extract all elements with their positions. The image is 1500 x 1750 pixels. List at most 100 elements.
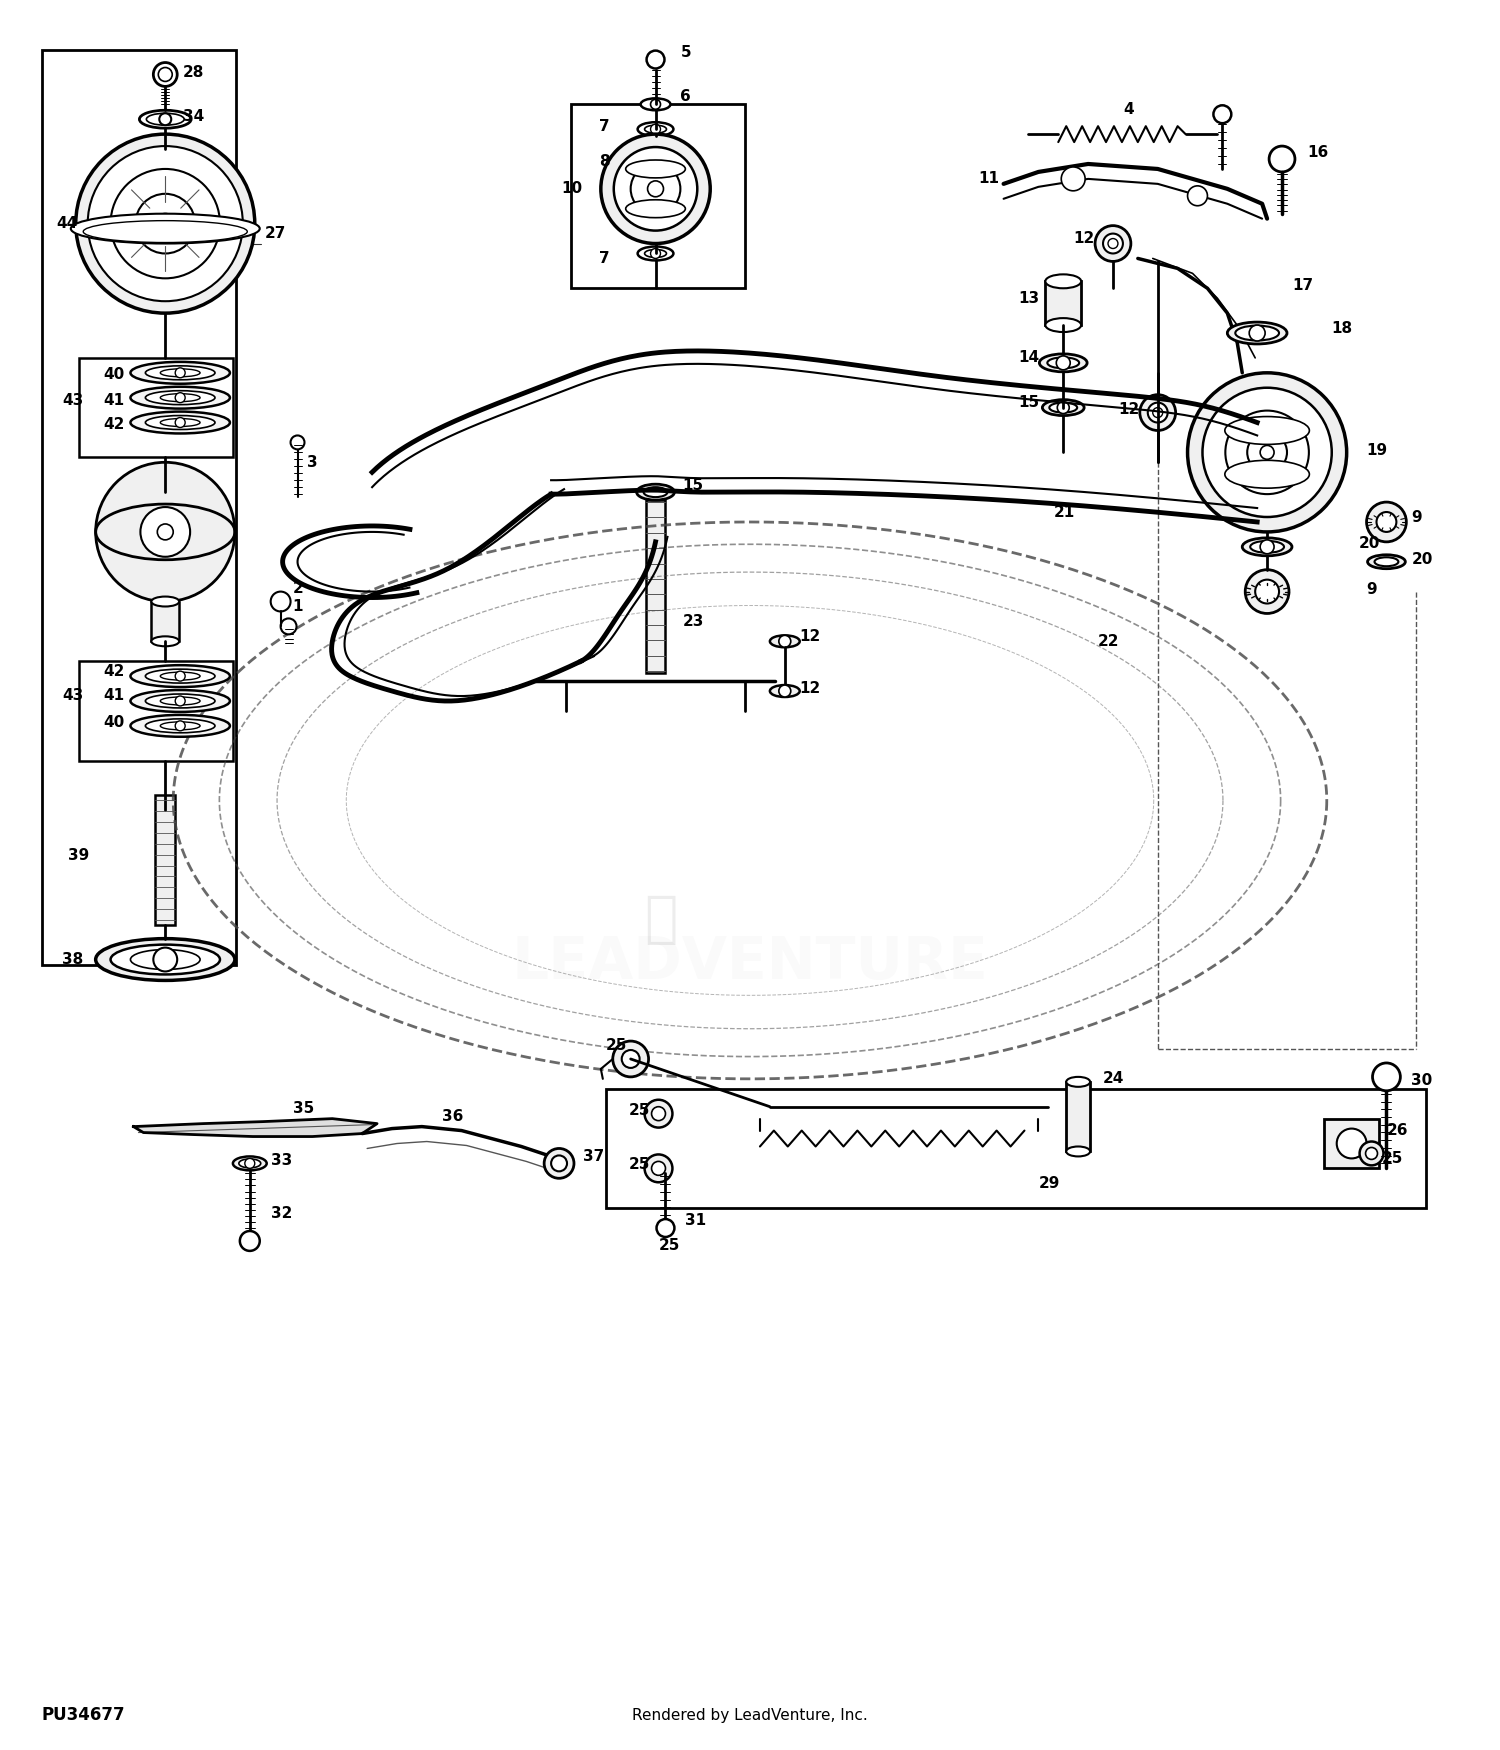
Ellipse shape [146,695,214,709]
Text: 23: 23 [682,614,703,628]
Circle shape [87,145,243,301]
Text: 3: 3 [308,455,318,469]
Circle shape [156,214,176,233]
Text: 16: 16 [1306,145,1328,159]
Ellipse shape [770,684,800,696]
Circle shape [648,180,663,196]
Text: 35: 35 [292,1101,314,1116]
Circle shape [778,684,790,696]
Circle shape [645,1099,672,1127]
Ellipse shape [130,387,230,408]
Ellipse shape [626,159,686,178]
Bar [78,662,232,761]
Ellipse shape [644,487,668,497]
Ellipse shape [1226,460,1310,488]
Circle shape [614,1041,648,1076]
Bar [1046,282,1082,326]
Circle shape [1152,408,1162,418]
Circle shape [1058,402,1070,413]
Circle shape [1269,145,1294,172]
Circle shape [778,635,790,648]
Circle shape [1140,396,1176,430]
Circle shape [1366,502,1407,542]
Ellipse shape [1042,399,1084,415]
Circle shape [645,1155,672,1183]
Text: 12: 12 [800,628,820,644]
Circle shape [1246,432,1287,473]
Circle shape [1188,186,1208,206]
Circle shape [176,368,184,378]
Ellipse shape [638,123,674,136]
Ellipse shape [160,369,200,376]
Ellipse shape [770,635,800,648]
Ellipse shape [1374,556,1398,567]
Polygon shape [134,1118,376,1136]
Ellipse shape [140,110,190,128]
Text: 9: 9 [1366,583,1377,597]
Text: 9: 9 [1412,509,1422,525]
Ellipse shape [638,247,674,261]
Text: 12: 12 [1118,402,1138,416]
Ellipse shape [1046,275,1082,289]
Text: 10: 10 [561,182,582,196]
Circle shape [1188,373,1347,532]
Text: 🔥: 🔥 [644,892,676,947]
Ellipse shape [147,114,184,126]
Text: 39: 39 [68,847,88,863]
Circle shape [1108,238,1118,248]
Circle shape [1226,411,1310,494]
Text: 25: 25 [628,1102,650,1118]
Text: 42: 42 [104,416,125,432]
Circle shape [96,462,236,602]
Text: 4: 4 [1124,102,1134,117]
Circle shape [280,618,297,634]
Text: 32: 32 [270,1206,292,1220]
Circle shape [614,147,698,231]
Text: 8: 8 [598,154,609,170]
Text: 15: 15 [1019,396,1040,410]
Bar [645,500,666,674]
Circle shape [1359,1141,1383,1166]
Circle shape [544,1148,574,1178]
Circle shape [651,124,660,135]
Ellipse shape [1046,318,1082,332]
Text: 21: 21 [1053,504,1074,520]
Ellipse shape [1050,402,1077,413]
Text: 30: 30 [1412,1073,1432,1088]
Text: 11: 11 [978,172,999,187]
Circle shape [1214,105,1231,123]
Text: LEADVENTURE: LEADVENTURE [512,933,988,990]
Bar [156,796,176,924]
Circle shape [1256,579,1280,604]
Text: 43: 43 [62,394,82,408]
Text: 22: 22 [1098,634,1119,649]
Circle shape [76,135,255,313]
Ellipse shape [130,665,230,688]
Ellipse shape [1368,555,1406,569]
Ellipse shape [636,485,675,500]
Bar [606,1088,1426,1208]
Circle shape [621,1050,639,1068]
Circle shape [1377,513,1396,532]
Circle shape [176,672,184,681]
Bar [152,602,178,640]
Ellipse shape [146,719,214,733]
Circle shape [159,114,171,126]
Text: 36: 36 [441,1110,464,1124]
Text: 7: 7 [598,119,609,133]
Circle shape [1102,233,1124,254]
Text: 24: 24 [1102,1071,1125,1087]
Circle shape [651,248,660,259]
Text: 43: 43 [62,688,82,704]
Circle shape [291,436,304,450]
Bar [78,359,232,457]
Text: 34: 34 [183,108,204,124]
Circle shape [111,170,220,278]
Ellipse shape [640,98,670,110]
Ellipse shape [152,597,178,607]
Text: 38: 38 [62,952,82,968]
Text: 29: 29 [1038,1176,1060,1190]
Text: 7: 7 [598,250,609,266]
Text: 25: 25 [658,1239,680,1253]
Circle shape [1245,570,1288,614]
